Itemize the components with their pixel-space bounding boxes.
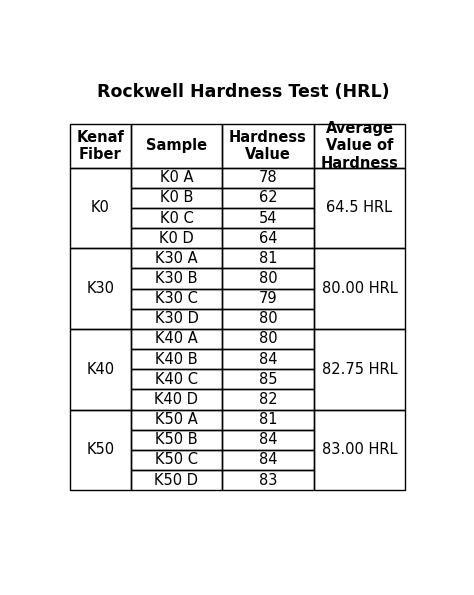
Text: 80.00 HRL: 80.00 HRL xyxy=(321,281,397,296)
Text: K30 B: K30 B xyxy=(155,271,198,286)
Bar xyxy=(131,208,222,228)
Text: 62: 62 xyxy=(259,190,277,205)
Text: K30 D: K30 D xyxy=(155,311,199,326)
Text: K0 D: K0 D xyxy=(159,231,194,246)
Text: 82.75 HRL: 82.75 HRL xyxy=(322,362,397,377)
Bar xyxy=(131,309,222,329)
Bar xyxy=(222,430,314,450)
Bar xyxy=(222,208,314,228)
Text: 82: 82 xyxy=(259,392,277,407)
Text: K50: K50 xyxy=(86,442,115,458)
Bar xyxy=(222,349,314,369)
Bar xyxy=(131,188,222,208)
Bar xyxy=(222,369,314,389)
Bar xyxy=(70,409,131,490)
Bar xyxy=(131,450,222,470)
Text: 79: 79 xyxy=(259,291,277,306)
Text: K30 A: K30 A xyxy=(155,251,198,266)
Text: K50 D: K50 D xyxy=(155,472,199,487)
Bar xyxy=(222,329,314,349)
Text: K0: K0 xyxy=(91,201,110,215)
Text: 83.00 HRL: 83.00 HRL xyxy=(322,442,397,458)
Bar xyxy=(131,329,222,349)
Bar xyxy=(131,228,222,248)
Bar xyxy=(314,409,405,490)
Bar xyxy=(222,450,314,470)
Text: K40 A: K40 A xyxy=(155,331,198,346)
Bar xyxy=(131,470,222,490)
Text: Rockwell Hardness Test (HRL): Rockwell Hardness Test (HRL) xyxy=(97,83,389,101)
Bar xyxy=(222,389,314,409)
Bar xyxy=(131,168,222,188)
Text: 84: 84 xyxy=(259,432,277,447)
Text: K40 C: K40 C xyxy=(155,372,198,387)
Bar xyxy=(222,289,314,309)
Bar xyxy=(222,409,314,430)
Text: 78: 78 xyxy=(259,170,277,185)
Text: K30: K30 xyxy=(86,281,115,296)
Text: 81: 81 xyxy=(259,412,277,427)
Bar xyxy=(314,124,405,168)
Text: 80: 80 xyxy=(259,311,277,326)
Bar xyxy=(70,248,131,329)
Text: 84: 84 xyxy=(259,352,277,367)
Text: K0 C: K0 C xyxy=(160,211,193,226)
Text: 54: 54 xyxy=(259,211,277,226)
Bar xyxy=(131,268,222,289)
Text: Sample: Sample xyxy=(146,139,207,154)
Text: Hardness
Value: Hardness Value xyxy=(229,130,307,162)
Text: K50 A: K50 A xyxy=(155,412,198,427)
Bar xyxy=(70,124,131,168)
Text: K40 D: K40 D xyxy=(155,392,199,407)
Bar xyxy=(131,409,222,430)
Bar xyxy=(131,349,222,369)
Text: Kenaf
Fiber: Kenaf Fiber xyxy=(76,130,124,162)
Text: Average
Value of
Hardness: Average Value of Hardness xyxy=(320,121,399,171)
Text: 85: 85 xyxy=(259,372,277,387)
Text: K0 B: K0 B xyxy=(160,190,193,205)
Text: K40: K40 xyxy=(86,362,115,377)
Bar xyxy=(222,188,314,208)
Text: 81: 81 xyxy=(259,251,277,266)
Bar xyxy=(70,329,131,409)
Bar xyxy=(222,248,314,268)
Bar xyxy=(70,168,131,248)
Bar xyxy=(131,124,222,168)
Bar xyxy=(314,168,405,248)
Bar xyxy=(222,268,314,289)
Text: 80: 80 xyxy=(259,271,277,286)
Text: 84: 84 xyxy=(259,452,277,468)
Bar xyxy=(131,369,222,389)
Text: K30 C: K30 C xyxy=(155,291,198,306)
Bar xyxy=(131,248,222,268)
Bar xyxy=(131,289,222,309)
Bar xyxy=(314,248,405,329)
Text: 64: 64 xyxy=(259,231,277,246)
Text: K0 A: K0 A xyxy=(160,170,193,185)
Text: K50 B: K50 B xyxy=(155,432,198,447)
Bar xyxy=(222,309,314,329)
Text: 80: 80 xyxy=(259,331,277,346)
Bar xyxy=(222,168,314,188)
Bar xyxy=(222,470,314,490)
Bar xyxy=(131,430,222,450)
Bar xyxy=(222,228,314,248)
Text: K50 C: K50 C xyxy=(155,452,198,468)
Bar xyxy=(131,389,222,409)
Bar xyxy=(314,329,405,409)
Text: 64.5 HRL: 64.5 HRL xyxy=(327,201,392,215)
Text: K40 B: K40 B xyxy=(155,352,198,367)
Bar xyxy=(222,124,314,168)
Text: 83: 83 xyxy=(259,472,277,487)
